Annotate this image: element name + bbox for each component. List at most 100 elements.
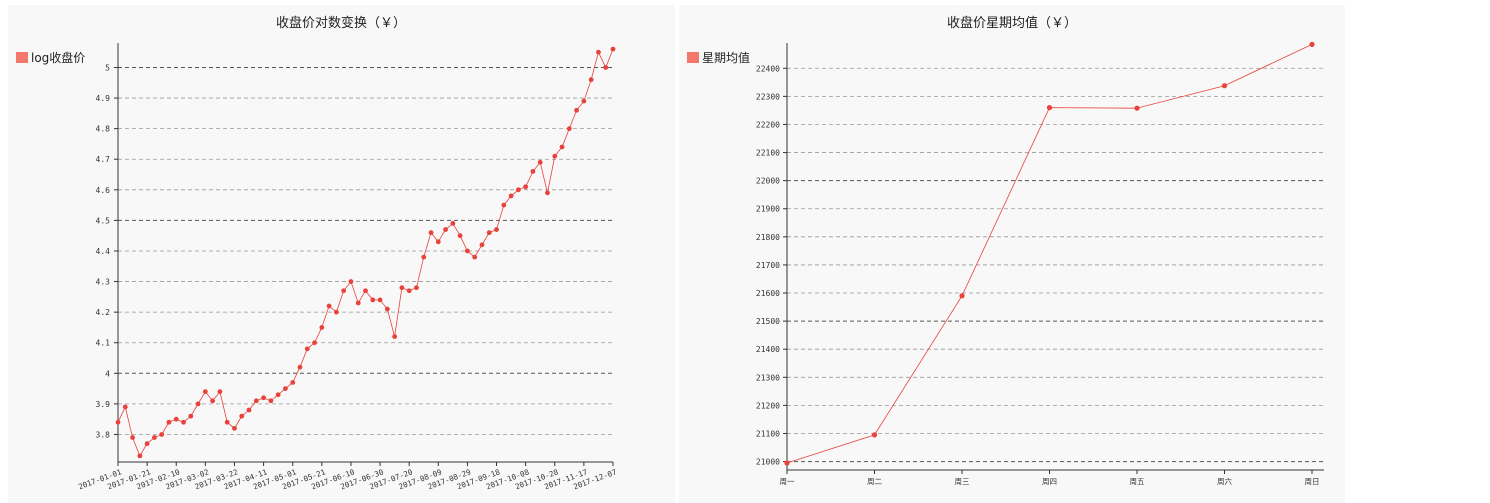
data-point [501,202,507,208]
y-tick-label: 21600 [756,289,780,298]
data-point [304,346,310,352]
chart-title: 收盘价对数变换（￥） [276,15,406,31]
data-point [392,334,398,340]
x-tick-label: 周二 [867,477,882,486]
data-point [115,419,121,425]
data-point [574,107,580,113]
data-point [603,65,609,70]
data-point [545,190,550,196]
data-point [1221,83,1228,89]
data-point [465,248,470,254]
data-point [202,389,208,395]
data-point [333,309,339,315]
data-point [450,221,456,226]
data-point [188,413,194,419]
y-tick-label: 4.2 [96,308,111,317]
legend-label[interactable]: log收盘价 [31,50,85,65]
axes [117,43,613,463]
y-tick-label: 4.8 [96,125,111,134]
y-axis-ticks: 3.8 3.9 4 4.1 4.2 4.3 4.4 4.5 4.6 4.7 4.8 4.9 5 [96,63,118,439]
data-point [290,380,296,385]
data-point [1309,41,1315,48]
y-axis-ticks: 21000 21100 21200 21300 21400 21500 21600 21700… [756,64,787,467]
data-point [341,288,347,294]
data-point [319,325,325,330]
data-point [275,392,281,398]
data-point [784,460,790,466]
data-point [428,230,434,236]
data-point [363,288,368,294]
y-tick-label: 22300 [756,92,780,101]
data-point [581,98,587,104]
y-tick-label: 22200 [756,120,780,129]
data-point [239,413,245,419]
chart-panel-weekday-mean: 收盘价星期均值（￥） 星期均值 21000 21100 21200 21300 2140… [679,5,1345,503]
legend-swatch[interactable] [687,52,699,63]
data-point [195,401,201,407]
data-point [559,144,565,150]
weekday-mean-chart: 收盘价星期均值（￥） 星期均值 21000 21100 21200 21300 2140… [687,15,1324,486]
data-point [479,242,485,248]
data-point [217,389,223,395]
y-tick-label: 21300 [756,373,780,382]
y-tick-label: 21000 [756,458,780,467]
data-point [312,340,317,346]
x-tick-label: 周日 [1305,477,1320,486]
series-weekday-mean [784,41,1315,466]
data-point [232,425,237,431]
y-tick-label: 22100 [756,149,780,158]
data-point [552,153,558,159]
data-point [443,227,448,232]
y-tick-label: 21700 [756,261,780,270]
y-tick-label: 21200 [756,401,780,410]
data-point [588,77,594,83]
x-tick-label: 周六 [1217,476,1233,486]
y-tick-label: 4.9 [96,94,111,103]
data-point [421,254,427,260]
log-close-chart: 收盘价对数变换（￥） log收盘价 3.8 3.9 4 4.1 4.2 4.3 4.4 4.5… [16,15,618,491]
data-point [151,435,157,440]
data-point [1046,105,1053,111]
data-point [508,193,514,199]
data-point [283,386,288,391]
data-point [159,432,165,437]
data-point [472,254,478,260]
data-point [530,169,536,174]
data-point [370,297,376,303]
data-point [253,398,259,404]
series-log-close [115,46,616,459]
data-point [268,398,274,404]
legend-label[interactable]: 星期均值 [702,50,750,65]
data-point [596,49,601,55]
data-point [414,285,419,291]
y-tick-label: 21900 [756,205,780,214]
data-point [871,432,878,438]
data-point [130,435,135,440]
data-point [959,293,965,299]
y-tick-label: 21800 [756,233,780,242]
data-point [166,419,172,425]
x-tick-label: 周四 [1042,477,1057,486]
y-tick-label: 4.6 [96,186,111,195]
data-point [406,288,412,294]
data-point [122,404,128,410]
data-point [261,395,266,401]
y-tick-label: 4.1 [96,339,111,348]
data-point [523,184,529,190]
data-point [377,297,383,303]
data-point [355,300,361,306]
y-tick-label: 5 [105,63,110,72]
x-axis-ticks: 2017-01-012017-01-212017-02-102017-03-02… [77,462,618,491]
legend-swatch[interactable] [16,52,28,63]
y-tick-label: 4.7 [96,155,111,164]
data-point [297,364,303,370]
data-point [515,187,521,193]
data-point [326,303,332,309]
data-point [1134,105,1140,111]
y-tick-label: 22400 [756,64,780,73]
y-tick-label: 4 [105,369,110,378]
data-point [384,306,390,312]
data-point [435,239,441,245]
chart-title: 收盘价星期均值（￥） [947,15,1077,31]
data-point [224,419,230,425]
